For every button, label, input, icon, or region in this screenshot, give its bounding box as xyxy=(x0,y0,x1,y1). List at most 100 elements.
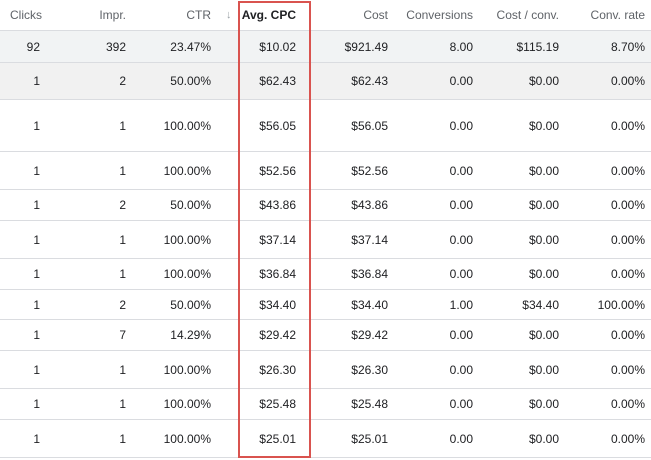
cell-clicks: 1 xyxy=(33,328,40,342)
cell-conv-rate: 0.00% xyxy=(610,74,645,88)
cell-clicks: 1 xyxy=(33,431,40,446)
cell-ctr: 100.00% xyxy=(163,362,211,377)
cell-avg-cpc: $43.86 xyxy=(259,198,296,212)
cell-clicks: 1 xyxy=(33,74,40,88)
cell-clicks: 1 xyxy=(33,267,40,281)
cell-cost: $34.40 xyxy=(351,297,388,312)
table-row[interactable]: 1 1 100.00% $25.01 $25.01 0.00 $0.00 0.00% xyxy=(0,420,651,458)
cell-cost: $25.01 xyxy=(351,431,388,446)
table-row[interactable]: 1 1 100.00% $25.48 $25.48 0.00 $0.00 0.00% xyxy=(0,389,651,420)
cell-conversions: 0.00 xyxy=(449,163,473,178)
table-row[interactable]: 1 1 100.00% $26.30 $26.30 0.00 $0.00 0.00% xyxy=(0,351,651,389)
cell-impr: 1 xyxy=(119,163,126,178)
cell-conv-rate: 8.70% xyxy=(610,39,645,54)
cell-cost: $43.86 xyxy=(351,198,388,212)
cell-cost-per-conv: $0.00 xyxy=(528,328,559,342)
cell-ctr: 100.00% xyxy=(163,397,211,411)
cell-impr: 1 xyxy=(119,267,126,281)
column-header-cost-per-conv[interactable]: Cost / conv. xyxy=(496,8,559,22)
cell-conv-rate: 100.00% xyxy=(597,297,645,312)
cell-cost: $56.05 xyxy=(351,118,388,133)
cell-ctr: 14.29% xyxy=(170,328,211,342)
cell-cost-per-conv: $0.00 xyxy=(528,198,559,212)
cell-impr: 1 xyxy=(119,431,126,446)
arrow-down-icon[interactable]: ↓ xyxy=(226,9,232,21)
cell-ctr: 50.00% xyxy=(170,74,211,88)
table-row[interactable]: 1 2 50.00% $34.40 $34.40 1.00 $34.40 100.00% xyxy=(0,290,651,320)
cell-cost-per-conv: $0.00 xyxy=(528,431,559,446)
cell-conv-rate: 0.00% xyxy=(610,163,645,178)
table-row[interactable]: 1 2 50.00% $62.43 $62.43 0.00 $0.00 0.00% xyxy=(0,63,651,100)
cell-clicks: 1 xyxy=(33,198,40,212)
table-row[interactable]: 1 1 100.00% $56.05 $56.05 0.00 $0.00 0.00% xyxy=(0,100,651,152)
cell-cost-per-conv: $0.00 xyxy=(528,163,559,178)
cell-clicks: 92 xyxy=(26,39,40,54)
cell-cost-per-conv: $0.00 xyxy=(528,267,559,281)
cell-clicks: 1 xyxy=(33,232,40,247)
column-header-clicks[interactable]: Clicks xyxy=(10,8,42,22)
cell-ctr: 100.00% xyxy=(163,163,211,178)
cell-conversions: 0.00 xyxy=(449,362,473,377)
cell-cost-per-conv: $0.00 xyxy=(528,362,559,377)
cell-impr: 1 xyxy=(119,232,126,247)
cell-cost-per-conv: $0.00 xyxy=(528,397,559,411)
cell-avg-cpc: $34.40 xyxy=(259,297,296,312)
cell-conv-rate: 0.00% xyxy=(610,328,645,342)
cell-conversions: 0.00 xyxy=(449,397,473,411)
cell-avg-cpc: $37.14 xyxy=(259,232,296,247)
cell-impr: 7 xyxy=(119,328,126,342)
cell-conv-rate: 0.00% xyxy=(610,431,645,446)
cell-avg-cpc: $29.42 xyxy=(259,328,296,342)
cell-conversions: 8.00 xyxy=(449,39,473,54)
column-header-conversions[interactable]: Conversions xyxy=(406,8,473,22)
cell-clicks: 1 xyxy=(33,163,40,178)
cell-ctr: 23.47% xyxy=(170,39,211,54)
cell-ctr: 100.00% xyxy=(163,118,211,133)
cell-avg-cpc: $52.56 xyxy=(259,163,296,178)
cell-ctr: 50.00% xyxy=(170,198,211,212)
cell-ctr: 100.00% xyxy=(163,267,211,281)
cell-conversions: 0.00 xyxy=(449,74,473,88)
cell-cost-per-conv: $34.40 xyxy=(522,297,559,312)
cell-cost: $52.56 xyxy=(351,163,388,178)
column-header-ctr[interactable]: CTR xyxy=(186,8,211,22)
column-header-conv-rate[interactable]: Conv. rate xyxy=(590,8,645,22)
table-row[interactable]: 1 1 100.00% $37.14 $37.14 0.00 $0.00 0.00% xyxy=(0,221,651,259)
cell-conversions: 0.00 xyxy=(449,431,473,446)
cell-ctr: 100.00% xyxy=(163,232,211,247)
cell-cost-per-conv: $115.19 xyxy=(516,39,560,54)
cell-conv-rate: 0.00% xyxy=(610,397,645,411)
cell-avg-cpc: $25.48 xyxy=(259,397,296,411)
cell-impr: 1 xyxy=(119,118,126,133)
table-row[interactable]: 1 1 100.00% $36.84 $36.84 0.00 $0.00 0.00% xyxy=(0,259,651,290)
cell-clicks: 1 xyxy=(33,118,40,133)
cell-conversions: 1.00 xyxy=(449,297,473,312)
cell-cost: $37.14 xyxy=(351,232,388,247)
cell-impr: 2 xyxy=(119,74,126,88)
column-header-impr[interactable]: Impr. xyxy=(99,8,126,22)
cell-conversions: 0.00 xyxy=(449,232,473,247)
total-row[interactable]: 92 392 23.47% $10.02 $921.49 8.00 $115.19 8.70% xyxy=(0,31,651,63)
column-header-cost[interactable]: Cost xyxy=(363,8,388,22)
table-row[interactable]: 1 1 100.00% $52.56 $52.56 0.00 $0.00 0.00% xyxy=(0,152,651,190)
cell-avg-cpc: $10.02 xyxy=(259,39,296,54)
cell-impr: 1 xyxy=(119,362,126,377)
cell-avg-cpc: $25.01 xyxy=(259,431,296,446)
cell-impr: 1 xyxy=(119,397,126,411)
cell-avg-cpc: $62.43 xyxy=(259,74,296,88)
table-row[interactable]: 1 2 50.00% $43.86 $43.86 0.00 $0.00 0.00% xyxy=(0,190,651,221)
cell-conv-rate: 0.00% xyxy=(610,198,645,212)
cell-cost-per-conv: $0.00 xyxy=(528,74,559,88)
cell-conversions: 0.00 xyxy=(449,267,473,281)
cell-clicks: 1 xyxy=(33,397,40,411)
cell-conv-rate: 0.00% xyxy=(610,267,645,281)
cell-conversions: 0.00 xyxy=(449,198,473,212)
cell-impr: 2 xyxy=(119,297,126,312)
table-row[interactable]: 1 7 14.29% $29.42 $29.42 0.00 $0.00 0.00% xyxy=(0,320,651,351)
column-header-avg-cpc[interactable]: Avg. CPC xyxy=(241,8,296,22)
cell-cost: $36.84 xyxy=(351,267,388,281)
cell-cost-per-conv: $0.00 xyxy=(528,232,559,247)
cell-ctr: 50.00% xyxy=(170,297,211,312)
cell-cost: $62.43 xyxy=(351,74,388,88)
cell-clicks: 1 xyxy=(33,297,40,312)
